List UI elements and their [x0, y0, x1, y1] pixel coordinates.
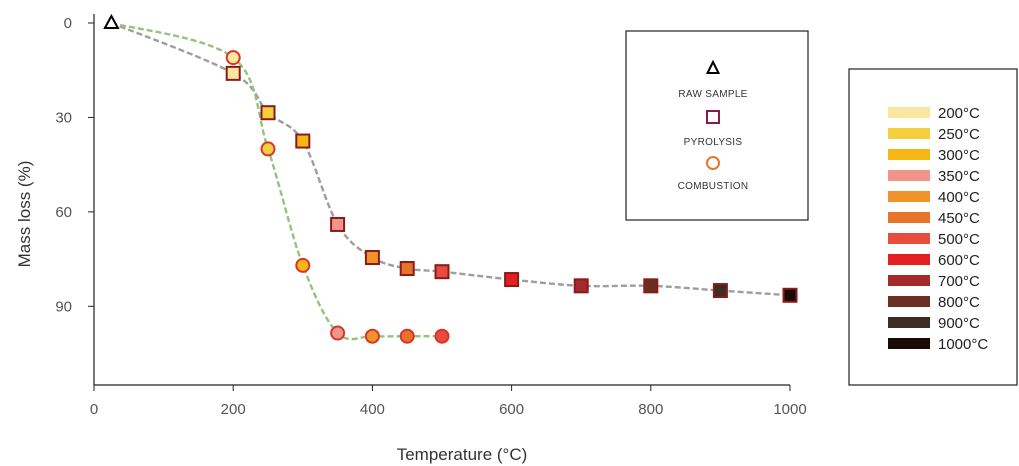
pyrolysis-square-marker [573, 278, 589, 294]
y-tick-labels: 0 30 60 90 [55, 15, 72, 315]
legend-circle-icon [706, 156, 720, 170]
temperature-label: 900°C [938, 315, 980, 332]
y-tick-label: 30 [55, 109, 72, 126]
temperature-label: 1000°C [938, 336, 988, 353]
x-tick-label: 600 [499, 401, 524, 418]
temperature-label: 250°C [938, 126, 980, 143]
temperature-label: 350°C [938, 168, 980, 185]
temperature-label: 700°C [938, 273, 980, 290]
temperature-label: 500°C [938, 231, 980, 248]
temperature-swatch [888, 296, 930, 307]
pyrolysis-square-marker [364, 250, 380, 266]
pyrolysis-square-marker [782, 287, 798, 303]
temperature-swatch [888, 275, 930, 286]
pyrolysis-square-marker [295, 133, 311, 149]
legend-label-combustion: COMBUSTION [678, 181, 749, 192]
pyrolysis-square-marker [712, 283, 728, 299]
x-tick-label: 400 [360, 401, 385, 418]
pyrolysis-square-marker [504, 272, 520, 288]
x-tick-label: 200 [221, 401, 246, 418]
temperature-label: 450°C [938, 210, 980, 227]
data-markers [103, 13, 798, 344]
x-tick-label: 0 [90, 401, 98, 418]
temperature-swatch [888, 149, 930, 160]
temperature-swatch [888, 191, 930, 202]
temperature-swatch [888, 128, 930, 139]
legend-label-pyrolysis: PYROLYSIS [684, 137, 743, 148]
x-axis-title: Temperature (°C) [397, 445, 528, 464]
pyrolysis-square-marker [399, 261, 415, 277]
y-axis-title: Mass loss (%) [15, 161, 34, 268]
temperature-legend: 200°C 250°C 300°C 350°C 400°C 450°C 500°C 600°C… [848, 68, 1018, 386]
y-tick-label: 60 [55, 204, 72, 221]
combustion-circle-marker [225, 50, 241, 66]
temperature-label: 600°C [938, 252, 980, 269]
temperature-label: 300°C [938, 147, 980, 164]
temperature-label: 800°C [938, 294, 980, 311]
combustion-circle-marker [295, 257, 311, 273]
temperature-legend-box [848, 68, 1018, 386]
temperature-swatch [888, 107, 930, 118]
pyrolysis-square-marker [434, 264, 450, 280]
raw-sample-triangle-marker [103, 13, 120, 29]
combustion-curve [111, 21, 442, 341]
combustion-circle-marker [330, 325, 346, 341]
pyrolysis-square-marker [330, 216, 346, 232]
temperature-swatch [888, 338, 930, 349]
temperature-swatch [888, 317, 930, 328]
temperature-label: 200°C [938, 105, 980, 122]
combustion-circle-marker [260, 141, 276, 157]
legend-square-icon [706, 110, 720, 124]
legend-triangle-icon [705, 59, 721, 74]
combustion-circle-marker [434, 328, 450, 344]
combustion-circle-marker [399, 328, 415, 344]
temperature-swatch [888, 233, 930, 244]
x-tick-label: 1000 [773, 401, 806, 418]
y-tick-label: 90 [55, 298, 72, 315]
axes [88, 14, 791, 391]
x-tick-labels: 0 200 400 600 800 1000 [90, 401, 807, 418]
y-tick-label: 0 [64, 15, 72, 32]
temperature-swatch [888, 170, 930, 181]
marker-legend-box [625, 30, 809, 221]
pyrolysis-square-marker [225, 65, 241, 81]
temperature-label: 400°C [938, 189, 980, 206]
temperature-swatch [888, 254, 930, 265]
pyrolysis-square-marker [643, 278, 659, 294]
marker-legend: RAW SAMPLE PYROLYSIS COMBUSTION [625, 30, 809, 221]
x-tick-label: 800 [638, 401, 663, 418]
combustion-circle-marker [364, 328, 380, 344]
pyrolysis-square-marker [260, 105, 276, 121]
legend-label-raw-sample: RAW SAMPLE [678, 89, 747, 100]
temperature-swatch [888, 212, 930, 223]
